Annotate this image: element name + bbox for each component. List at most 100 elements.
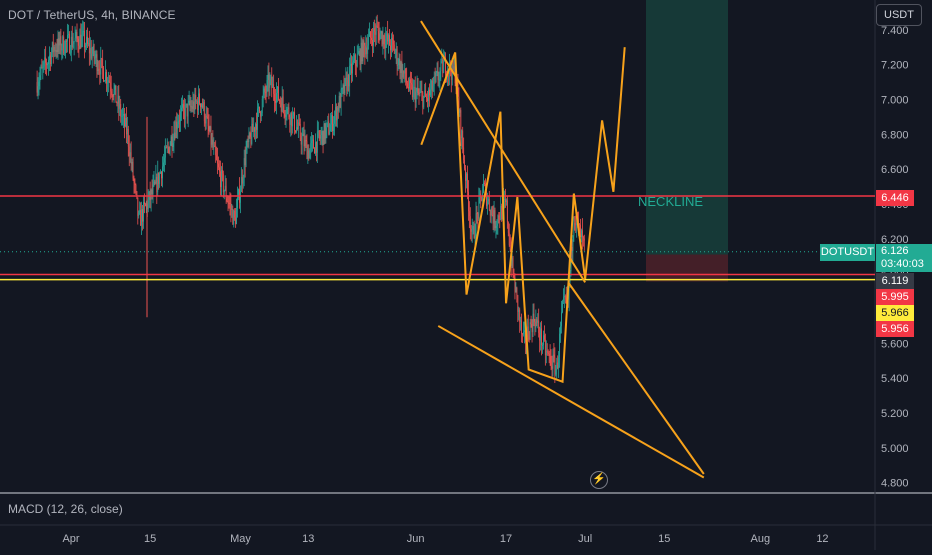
candle-body bbox=[399, 58, 401, 73]
candle-body bbox=[138, 212, 140, 216]
candle-body bbox=[134, 182, 136, 185]
candle-body bbox=[265, 92, 267, 94]
candle-body bbox=[484, 182, 485, 184]
wedge-upper-line[interactable] bbox=[420, 20, 586, 283]
target-zone[interactable] bbox=[646, 0, 728, 255]
candle-body bbox=[416, 87, 418, 92]
candle-body bbox=[216, 155, 218, 160]
candle-body bbox=[173, 132, 175, 144]
candle-body bbox=[488, 199, 490, 210]
candle-body bbox=[117, 95, 119, 104]
stop-zone[interactable] bbox=[646, 254, 728, 282]
candle-body bbox=[278, 86, 279, 100]
candle-body bbox=[69, 52, 71, 54]
candle-body bbox=[84, 31, 85, 48]
candle-body bbox=[334, 115, 335, 124]
candle-body bbox=[325, 127, 327, 139]
candle-body bbox=[204, 121, 206, 124]
candle-body bbox=[105, 72, 106, 82]
candle-body bbox=[259, 111, 261, 117]
candle-body bbox=[348, 75, 350, 87]
candle-body bbox=[417, 87, 419, 93]
candle-body bbox=[354, 55, 355, 61]
wedge-lower-line[interactable] bbox=[437, 325, 705, 479]
candle-body bbox=[573, 223, 575, 236]
candle-body bbox=[301, 136, 303, 145]
candle-body bbox=[507, 222, 509, 233]
candle-body bbox=[343, 85, 345, 94]
candle-body bbox=[298, 122, 300, 125]
candle-body bbox=[246, 140, 248, 150]
candle-body bbox=[244, 158, 246, 166]
candle-body bbox=[494, 210, 496, 229]
time-tick-label: 13 bbox=[302, 533, 314, 545]
candle-body bbox=[405, 68, 407, 80]
candle-body bbox=[210, 126, 212, 145]
candle-body bbox=[487, 199, 489, 202]
candle-body bbox=[89, 48, 91, 54]
time-tick-label: 15 bbox=[658, 533, 670, 545]
candle-body bbox=[183, 108, 185, 120]
candle-body bbox=[314, 148, 315, 154]
candle-body bbox=[572, 235, 574, 251]
candle-body bbox=[331, 115, 332, 125]
candle-body bbox=[96, 54, 98, 72]
candle-body bbox=[536, 319, 538, 323]
candle-body bbox=[73, 41, 75, 44]
candle-body bbox=[75, 32, 77, 38]
candle-body bbox=[421, 90, 423, 93]
time-tick-label: Apr bbox=[62, 533, 79, 545]
candle-body bbox=[55, 50, 57, 52]
candle-body bbox=[168, 147, 170, 154]
candle-body bbox=[322, 131, 324, 145]
candle-body bbox=[312, 139, 313, 141]
macd-indicator-title[interactable]: MACD (12, 26, close) bbox=[8, 502, 123, 516]
candle-body bbox=[165, 147, 167, 149]
zigzag-pattern[interactable] bbox=[420, 47, 626, 384]
candle-body bbox=[257, 108, 258, 130]
candle-body bbox=[153, 181, 155, 185]
candle-body bbox=[376, 25, 378, 27]
candle-body bbox=[60, 36, 62, 51]
lightning-icon[interactable]: ⚡ bbox=[590, 471, 608, 489]
candle-body bbox=[338, 96, 340, 112]
candle-body bbox=[83, 31, 85, 32]
time-tick-label: Jul bbox=[578, 533, 592, 545]
candle-body bbox=[69, 34, 70, 53]
candle-body bbox=[304, 139, 306, 147]
candle-body bbox=[241, 176, 243, 184]
candle-body bbox=[569, 271, 571, 282]
candle-body bbox=[501, 205, 503, 220]
candle-body bbox=[295, 130, 296, 132]
live-price-badge: 6.126 03:40:03 bbox=[876, 244, 932, 272]
candle-body bbox=[261, 98, 263, 114]
price-tick-label: 6.200 bbox=[881, 234, 909, 246]
candle-body bbox=[477, 213, 479, 219]
candle-body bbox=[506, 200, 508, 223]
candle-body bbox=[365, 47, 367, 55]
currency-button[interactable]: USDT bbox=[876, 4, 922, 26]
candle-body bbox=[583, 238, 585, 241]
candle-body bbox=[493, 210, 495, 224]
candle-body bbox=[98, 68, 100, 70]
candle-body bbox=[88, 43, 89, 44]
candle-body bbox=[193, 101, 195, 111]
candle-body bbox=[224, 185, 226, 191]
candle-body bbox=[514, 277, 516, 293]
candle-body bbox=[211, 139, 213, 145]
candle-body bbox=[418, 92, 420, 94]
candle-body bbox=[358, 51, 360, 54]
candle-body bbox=[262, 94, 264, 99]
candle-body bbox=[411, 84, 413, 98]
candle-body bbox=[291, 112, 293, 127]
candle-body bbox=[74, 37, 76, 42]
candle-body bbox=[367, 45, 369, 54]
symbol-title[interactable]: DOT / TetherUS, 4h, BINANCE bbox=[8, 8, 176, 22]
candle-body bbox=[249, 132, 251, 137]
candle-body bbox=[340, 89, 342, 108]
candle-body bbox=[127, 128, 129, 147]
wedge-upper-extension[interactable] bbox=[567, 281, 705, 475]
candle-body bbox=[568, 281, 570, 300]
